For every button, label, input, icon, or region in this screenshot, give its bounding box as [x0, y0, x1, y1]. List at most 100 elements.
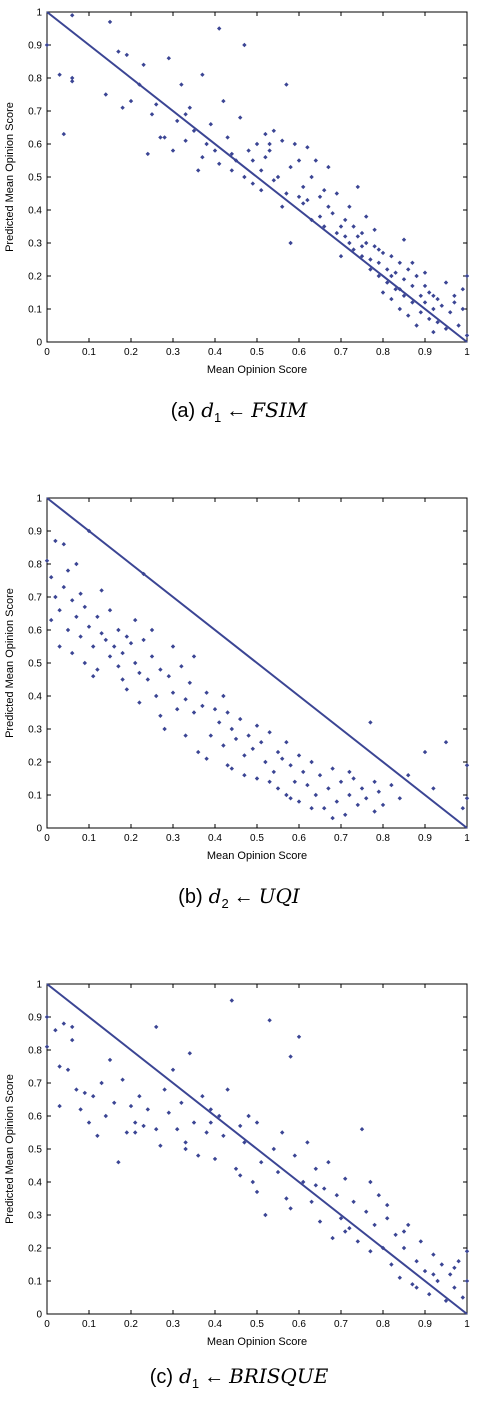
data-point [196, 1153, 201, 1158]
data-point [166, 56, 171, 61]
x-axis-title: Mean Opinion Score [207, 1336, 307, 1348]
x-tick-label: 0.9 [418, 833, 432, 844]
reference-line [46, 497, 468, 829]
y-tick-label: 0.7 [28, 1079, 42, 1090]
data-point [422, 270, 428, 275]
data-point [267, 148, 272, 153]
data-point [263, 759, 268, 765]
y-axis-title: Predicted Mean Opinion Score [4, 102, 16, 252]
reference-line [46, 11, 468, 343]
data-point [330, 815, 335, 821]
data-point [334, 230, 339, 236]
data-point [99, 1080, 104, 1086]
data-point [103, 1113, 108, 1119]
data-point [456, 323, 461, 328]
data-point [183, 112, 188, 117]
data-point [347, 769, 352, 775]
data-point [389, 296, 394, 302]
data-point [351, 247, 356, 252]
data-point [225, 135, 230, 140]
y-tick-label: 0.6 [28, 1112, 42, 1123]
data-point [326, 164, 331, 170]
data-point [431, 329, 436, 335]
data-point [162, 135, 167, 140]
data-point [376, 247, 381, 252]
y-tick-label: 0.2 [28, 272, 42, 283]
y-tick-label: 0.3 [28, 725, 42, 736]
data-point [217, 1113, 222, 1119]
x-tick-label: 0.7 [334, 833, 348, 844]
data-point [221, 693, 226, 699]
data-point [280, 1130, 285, 1135]
data-point [389, 254, 394, 259]
data-point [275, 1169, 281, 1175]
data-point [401, 1229, 407, 1234]
data-point [154, 693, 159, 699]
data-point [305, 1140, 310, 1145]
x-tick-label: 0 [44, 833, 50, 844]
data-point [175, 118, 180, 124]
data-point [57, 644, 62, 649]
y-tick-label: 0.8 [28, 560, 42, 571]
data-point [313, 158, 318, 163]
data-point [70, 13, 75, 18]
scatter-plot-brisque: 0 0.1 0.2 0.3 0.4 0.5 0.6 0.7 0.8 0.9 1 0 0.1 0.2 0.3 0… [4, 980, 470, 1349]
x-tick-label: 0.1 [82, 833, 96, 844]
data-point [288, 164, 293, 170]
data-point [301, 1179, 306, 1185]
data-point [208, 122, 213, 127]
data-point [187, 105, 192, 110]
data-point [238, 1123, 243, 1129]
data-point [242, 753, 247, 758]
data-point [334, 799, 339, 804]
data-point [271, 178, 276, 183]
data-point [183, 138, 188, 143]
data-point [355, 802, 360, 808]
data-point [259, 188, 264, 193]
data-point [275, 174, 281, 180]
data-point [141, 1123, 146, 1129]
caption-uqi: (b) d2 ← UQI [0, 884, 478, 911]
data-point [44, 1014, 50, 1020]
data-point [296, 158, 302, 163]
x-tick-label: 1 [464, 833, 470, 844]
data-point [431, 786, 436, 791]
data-point [246, 148, 251, 153]
data-point [414, 1285, 419, 1290]
data-point [288, 1206, 293, 1211]
y-tick-label: 0.3 [28, 1211, 42, 1222]
data-point [460, 287, 465, 292]
data-point [284, 191, 289, 196]
caption-method: UQI [258, 884, 300, 908]
data-point [133, 1130, 138, 1135]
caption-label: (a) [170, 400, 196, 422]
data-point [422, 300, 428, 305]
x-tick-label: 0.7 [334, 347, 348, 358]
data-point [351, 224, 356, 229]
data-point [355, 184, 360, 190]
data-point [208, 733, 213, 738]
panel-fsim: 0 0.1 0.2 0.3 0.4 0.5 0.6 0.7 0.8 0.9 1 0 0.1 0.2 0.3 0… [0, 0, 478, 486]
y-tick-label: 0.2 [28, 1244, 42, 1255]
data-point [397, 287, 402, 292]
data-point [229, 998, 234, 1003]
data-point [254, 1120, 260, 1125]
data-point [145, 1107, 150, 1112]
data-point [82, 660, 87, 666]
data-point [326, 204, 331, 209]
data-point [330, 766, 335, 771]
data-point [431, 1252, 436, 1257]
data-point [57, 72, 62, 77]
data-point [116, 627, 121, 633]
data-point [183, 1146, 188, 1152]
data-point [145, 677, 150, 682]
data-point [204, 141, 209, 147]
data-point [292, 1153, 297, 1158]
data-point [208, 1120, 213, 1125]
data-point [242, 1140, 247, 1145]
data-point [170, 644, 176, 649]
y-tick-label: 1 [36, 980, 42, 991]
y-tick-label: 0.1 [28, 305, 42, 316]
data-point [263, 155, 268, 160]
y-tick-label: 0 [36, 338, 42, 349]
